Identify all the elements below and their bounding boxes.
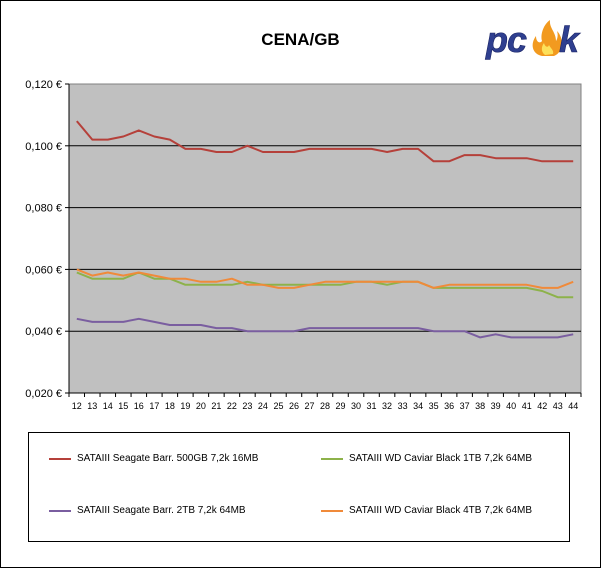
plot-area <box>68 83 582 394</box>
logo-text: pc <box>485 19 527 60</box>
axes: 0,020 € 0,040 € 0,060 € 0,080 € 0,100 € 0,120… <box>25 79 582 411</box>
legend-label-wd-1tb: SATAIII WD Caviar Black 1TB 7,2k 64MB <box>349 453 533 464</box>
legend-swatch-wd-4tb <box>321 509 343 512</box>
x-tick-label: 44 <box>568 401 578 411</box>
x-tick-label: 17 <box>149 401 159 411</box>
x-tick-label: 34 <box>413 401 423 411</box>
legend-swatch-seagate-500gb <box>49 457 71 460</box>
x-tick-label: 36 <box>444 401 454 411</box>
series-line-1 <box>76 271 574 299</box>
y-tick-label: 0,120 € <box>25 79 62 91</box>
y-tick-label: 0,100 € <box>25 141 62 153</box>
x-tick-label: 14 <box>103 401 113 411</box>
x-tick-label: 43 <box>553 401 563 411</box>
x-tick-label: 29 <box>336 401 346 411</box>
legend-item-seagate-500gb: SATAIII Seagate Barr. 500GB 7,2k 16MB <box>49 453 258 464</box>
x-tick-label: 26 <box>289 401 299 411</box>
x-tick-label: 13 <box>87 401 97 411</box>
legend-item-wd-4tb: SATAIII WD Caviar Black 4TB 7,2k 64MB <box>321 505 532 516</box>
y-tick-label: 0,020 € <box>25 388 62 400</box>
logo-flame-icon <box>532 20 562 56</box>
series-line-0 <box>76 120 574 163</box>
x-tick-label: 23 <box>242 401 252 411</box>
series-line-3 <box>76 268 574 289</box>
x-tick-label: 22 <box>227 401 237 411</box>
legend-item-wd-1tb: SATAIII WD Caviar Black 1TB 7,2k 64MB <box>321 453 532 464</box>
legend: SATAIII Seagate Barr. 500GB 7,2k 16MB SA… <box>28 432 570 542</box>
series-lines <box>76 120 574 339</box>
x-tick-label: 28 <box>320 401 330 411</box>
x-tick-label: 18 <box>165 401 175 411</box>
svg-text:k: k <box>559 19 581 60</box>
y-tick-label: 0,080 € <box>25 203 62 215</box>
legend-label-seagate-2tb: SATAIII Seagate Barr. 2TB 7,2k 64MB <box>77 505 246 516</box>
x-tick-label: 24 <box>258 401 268 411</box>
x-tick-label: 21 <box>211 401 221 411</box>
pcsk-logo: pc k <box>485 19 582 60</box>
series-line-2 <box>76 317 574 339</box>
x-tick-label: 12 <box>72 401 82 411</box>
y-tick-label: 0,040 € <box>25 326 62 338</box>
x-tick-label: 42 <box>537 401 547 411</box>
y-tick-label: 0,060 € <box>25 264 62 276</box>
x-tick-label: 41 <box>522 401 532 411</box>
x-tick-label: 37 <box>460 401 470 411</box>
x-tick-label: 20 <box>196 401 206 411</box>
legend-item-seagate-2tb: SATAIII Seagate Barr. 2TB 7,2k 64MB <box>49 505 246 516</box>
chart-title: CENA/GB <box>261 30 340 49</box>
x-tick-label: 35 <box>429 401 439 411</box>
x-tick-label: 40 <box>506 401 516 411</box>
legend-label-seagate-500gb: SATAIII Seagate Barr. 500GB 7,2k 16MB <box>77 453 259 464</box>
x-tick-label: 32 <box>382 401 392 411</box>
x-tick-label: 33 <box>398 401 408 411</box>
legend-label-wd-4tb: SATAIII WD Caviar Black 4TB 7,2k 64MB <box>349 505 533 516</box>
x-tick-label: 16 <box>134 401 144 411</box>
x-tick-label: 38 <box>475 401 485 411</box>
x-tick-label: 19 <box>180 401 190 411</box>
gridlines <box>69 145 581 332</box>
x-tick-label: 39 <box>491 401 501 411</box>
line-chart: 0,020 € 0,040 € 0,060 € 0,080 € 0,100 € 0,120… <box>25 79 582 411</box>
x-tick-label: 31 <box>367 401 377 411</box>
x-tick-label: 15 <box>118 401 128 411</box>
x-tick-label: 27 <box>304 401 314 411</box>
legend-swatch-seagate-2tb <box>49 509 71 512</box>
legend-swatch-wd-1tb <box>321 457 343 460</box>
x-tick-label: 30 <box>351 401 361 411</box>
x-tick-label: 25 <box>273 401 283 411</box>
